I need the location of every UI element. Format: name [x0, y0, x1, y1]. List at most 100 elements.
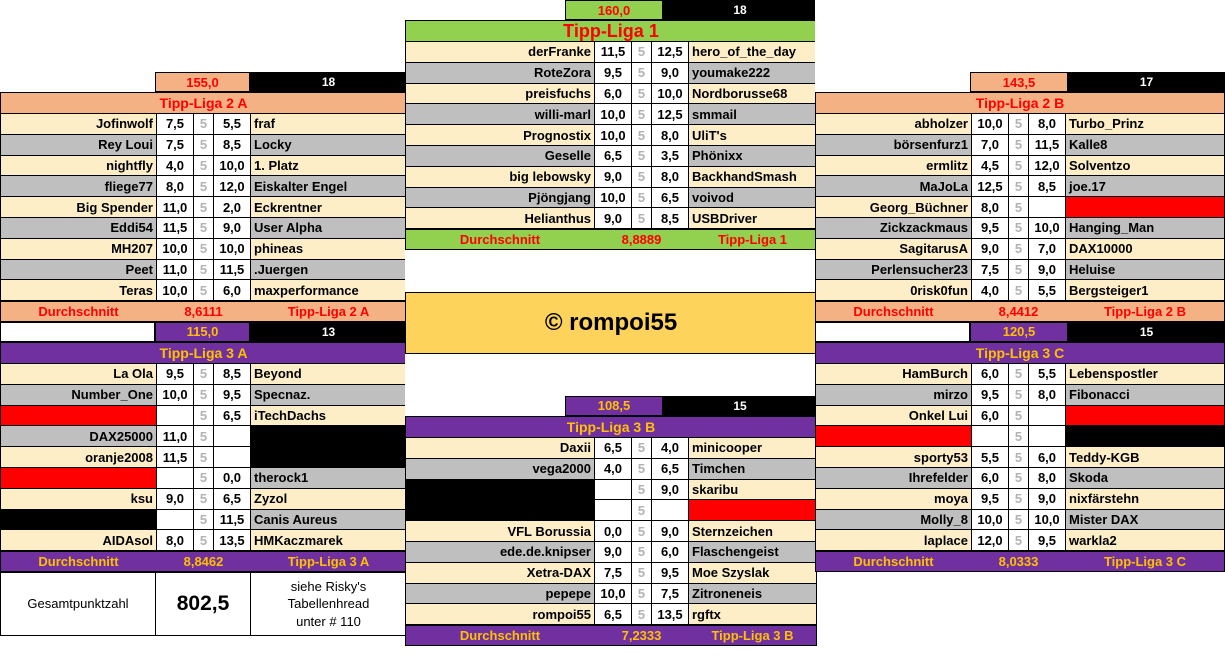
- row-score-right: 12,0: [1028, 155, 1066, 176]
- row-score-right: 8,0: [1028, 114, 1066, 134]
- row-score-left: 6,0: [971, 405, 1009, 426]
- table-row: 5 9,0 skaribu: [405, 479, 817, 501]
- row-player-name: laplace: [816, 530, 971, 551]
- table-row: Ihrefelder 6,0 5 8,0 Skoda: [815, 467, 1225, 489]
- row-score-right: 2,0: [213, 197, 251, 217]
- row-matchday: 5: [194, 134, 213, 155]
- liga2a-header-band: 155,0 18: [0, 72, 407, 92]
- row-score-right: 5,5: [213, 114, 251, 134]
- row-score-right: 8,0: [651, 125, 689, 145]
- table-row: Perlensucher23 7,5 5 9,0 Heluise: [815, 259, 1225, 281]
- row-score-left: 6,5: [594, 604, 632, 625]
- liga2b-header-band: 143,5 17: [815, 72, 1225, 92]
- row-score-right: 6,5: [651, 458, 689, 479]
- row-score-right: 11,5: [213, 509, 251, 530]
- liga2b-avg-label: Durchschnitt: [853, 304, 934, 320]
- band-spacer: [0, 321, 155, 342]
- liga2a-avg-label: Durchschnitt: [38, 304, 119, 320]
- row-matchday: 5: [194, 509, 213, 530]
- row-score-right: [651, 500, 689, 521]
- row-score-right: 9,0: [1028, 488, 1066, 509]
- row-score-right: 10,0: [213, 238, 251, 259]
- liga3b-avg-value: 7,2333: [621, 628, 662, 644]
- row-player-name: sporty53: [816, 447, 971, 467]
- row-opponent-name: Turbo_Prinz: [1066, 114, 1224, 134]
- table-row: MH207 10,0 5 10,0 phineas: [0, 238, 407, 260]
- liga2b-rows: abholzer 10,0 5 8,0 Turbo_Prinz börsenfurz1 7,…: [815, 114, 1225, 302]
- row-score-right: 4,0: [651, 437, 689, 458]
- table-row: ermlitz 4,5 5 12,0 Solventzo: [815, 155, 1225, 177]
- row-opponent-name: [1066, 405, 1224, 426]
- row-player-name: Teras: [1, 280, 156, 301]
- row-matchday: 5: [194, 530, 213, 551]
- row-player-name: HamBurch: [816, 363, 971, 384]
- row-opponent-name: Specnaz.: [251, 384, 406, 405]
- row-score-right: [213, 426, 251, 447]
- row-score-left: 6,5: [594, 437, 632, 458]
- row-matchday: 5: [1009, 134, 1028, 155]
- row-player-name: rompoi55: [406, 604, 594, 625]
- middle-spacer-2: [405, 353, 817, 396]
- total-label: Gesamtpunktzahl: [1, 572, 156, 635]
- row-player-name: MaJoLa: [816, 176, 971, 197]
- row-opponent-name: maxperformance: [251, 280, 406, 301]
- row-matchday: 5: [194, 114, 213, 134]
- row-matchday: 5: [632, 83, 651, 104]
- liga3b-header-band: 108,5 15: [405, 395, 817, 416]
- row-score-left: 6,0: [971, 467, 1009, 488]
- row-score-left: 5,5: [971, 447, 1009, 467]
- row-opponent-name: rgftx: [689, 604, 816, 625]
- liga3b-points: 108,5: [565, 395, 663, 416]
- liga3a-average-row: Durchschnitt 8,8462 Tipp-Liga 3 A: [0, 551, 407, 572]
- row-matchday: 5: [194, 238, 213, 259]
- table-row: Geselle 6,5 5 3,5 Phönixx: [405, 145, 817, 167]
- row-opponent-name: [1066, 426, 1224, 447]
- table-row: Prognostix 10,0 5 8,0 UliT's: [405, 125, 817, 146]
- liga2a-avg-value: 8,6111: [184, 304, 223, 320]
- row-score-left: 11,0: [156, 197, 194, 217]
- row-score-left: 4,0: [156, 155, 194, 176]
- row-opponent-name: Mister DAX: [1066, 509, 1224, 530]
- row-score-left: 9,0: [594, 166, 632, 187]
- row-score-right: 5,5: [1028, 363, 1066, 384]
- left-top-spacer: [0, 0, 407, 72]
- row-player-name: DAX25000: [1, 426, 156, 447]
- right-column-block: 143,5 17 Tipp-Liga 2 B abholzer 10,0 5 8,0 T…: [815, 0, 1225, 572]
- band-spacer: [405, 395, 565, 416]
- row-player-name: Daxii: [406, 437, 594, 458]
- row-matchday: 5: [1009, 488, 1028, 509]
- row-player-name: Georg_Büchner: [816, 197, 971, 217]
- liga2a-title: Tipp-Liga 2 A: [0, 92, 407, 114]
- row-matchday: 5: [194, 488, 213, 509]
- row-player-name: [406, 479, 594, 500]
- liga3b-title: Tipp-Liga 3 B: [405, 415, 817, 438]
- row-opponent-name: Eiskalter Engel: [251, 176, 406, 197]
- row-opponent-name: warkla2: [1066, 530, 1224, 551]
- table-row: nightfly 4,0 5 10,0 1. Platz: [0, 155, 407, 177]
- row-score-right: 12,5: [651, 104, 689, 125]
- row-matchday: 5: [632, 208, 651, 229]
- row-player-name: ksu: [1, 488, 156, 509]
- row-score-left: 7,5: [971, 259, 1009, 280]
- liga3b-count: 15: [663, 395, 817, 416]
- row-opponent-name: Locky: [251, 134, 406, 155]
- row-score-right: 10,0: [651, 83, 689, 104]
- row-player-name: ermlitz: [816, 155, 971, 176]
- row-score-left: 6,5: [594, 145, 632, 166]
- liga1-header-band: 160,0 18: [405, 0, 817, 20]
- row-score-left: 10,0: [594, 125, 632, 145]
- table-row: sporty53 5,5 5 6,0 Teddy-KGB: [815, 447, 1225, 468]
- row-matchday: 5: [1009, 363, 1028, 384]
- total-note-line1: siehe Risky's: [290, 578, 367, 594]
- row-opponent-name: hero_of_the_day: [689, 42, 816, 62]
- row-matchday: 5: [1009, 176, 1028, 197]
- row-opponent-name: Moe Szyslak: [689, 562, 816, 583]
- row-matchday: 5: [1009, 467, 1028, 488]
- liga2b-title: Tipp-Liga 2 B: [815, 92, 1225, 114]
- row-player-name: La Ola: [1, 363, 156, 384]
- row-opponent-name: phineas: [251, 238, 406, 259]
- row-score-right: 8,0: [651, 166, 689, 187]
- liga3c-title: Tipp-Liga 3 C: [815, 341, 1225, 364]
- row-matchday: 5: [632, 562, 651, 583]
- table-row: Rey Loui 7,5 5 8,5 Locky: [0, 134, 407, 156]
